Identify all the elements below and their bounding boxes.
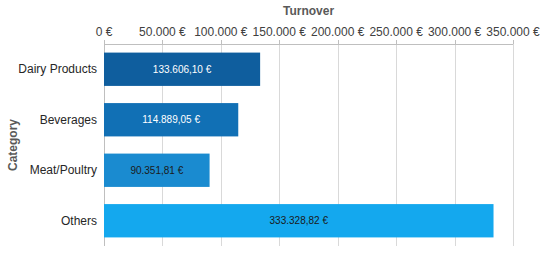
bar [104,204,494,237]
tick-mark [279,40,280,44]
bar [104,103,238,136]
tick-label: 100.000 € [194,25,248,39]
tick-label: 50.000 € [139,25,186,39]
data-label: 90.351,81 € [130,165,183,176]
tick-label: 150.000 € [253,25,307,39]
bar [104,154,210,187]
data-labels: 133.606,10 € 114.889,05 € 90.351,81 € 333.3… [130,64,328,227]
tick-label: 200.000 € [311,25,365,39]
tick-mark [396,40,397,44]
tick-label: 0 € [96,25,113,39]
tick-mark [455,40,456,44]
category-label: Meat/Poultry [30,163,97,177]
tick-mark [104,40,105,44]
tick-mark [221,40,222,44]
data-label: 333.328,82 € [270,215,329,226]
x-axis [104,44,513,45]
category-label: Beverages [40,113,97,127]
tick-mark [162,40,163,44]
data-label: 114.889,05 € [142,114,200,125]
bar [104,53,260,86]
tick-mark [338,40,339,44]
chart: 0 € 50.000 € 100.000 € 150.000 € 200.000 € 25… [0,0,546,264]
tick-label: 300.000 € [428,25,482,39]
category-label: Dairy Products [18,62,97,76]
tick-mark [513,40,514,44]
grid-line [513,44,514,246]
grid [105,40,514,246]
tick-label: 350.000 € [486,25,540,39]
axis-title: Category [6,119,20,171]
data-label: 133.606,10 € [153,64,212,75]
category-label: Others [61,214,97,228]
tick-label: 250.000 € [369,25,423,39]
axis-title: Turnover [283,4,334,18]
bars [104,53,494,238]
